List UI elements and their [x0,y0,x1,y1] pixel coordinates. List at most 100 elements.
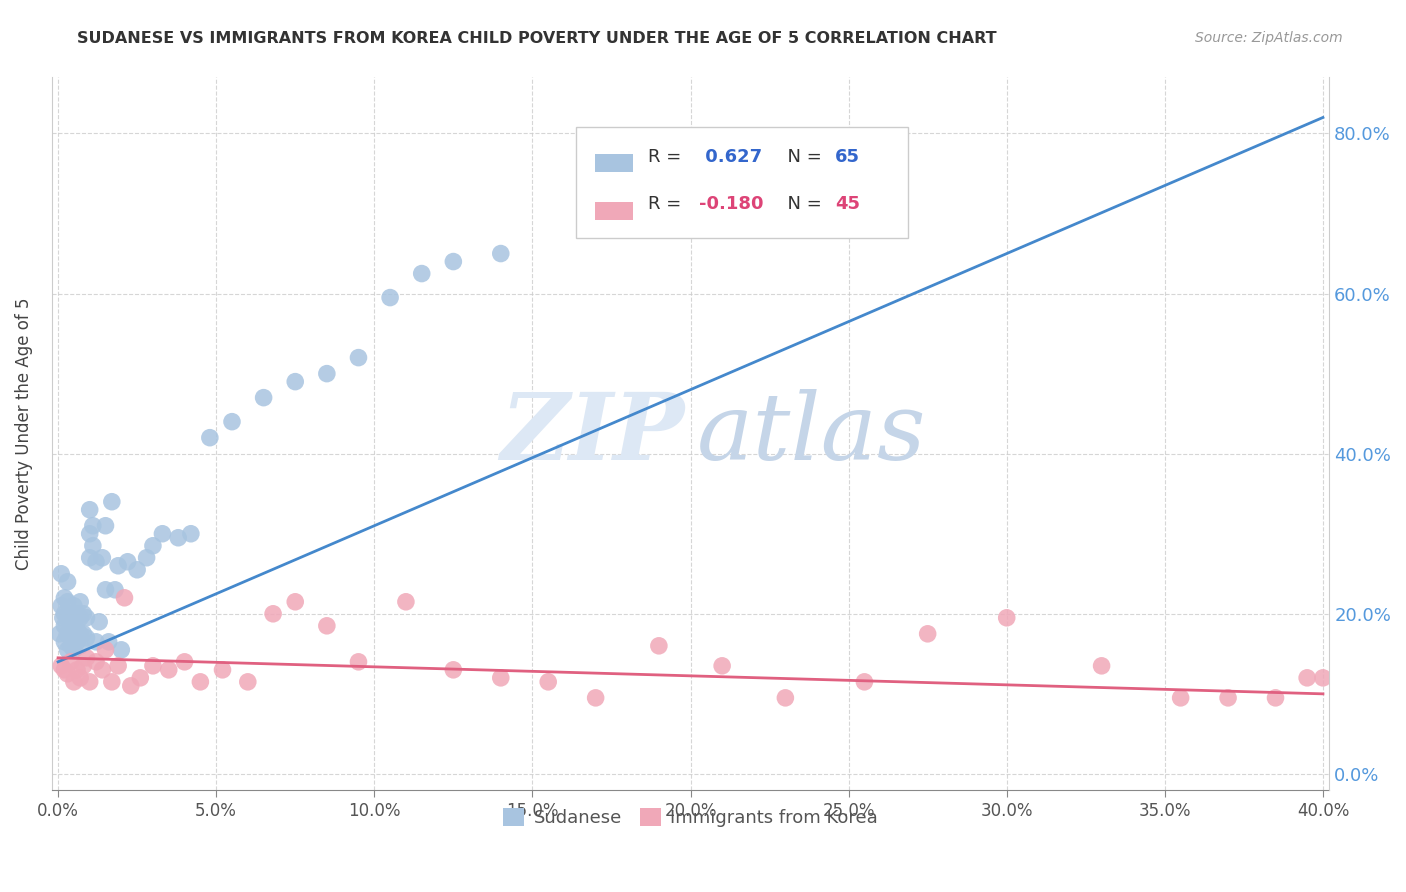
Point [82,539,104,553]
Text: N =: N = [776,148,828,166]
Point [66,663,89,677]
Point [51,566,73,581]
Point [378,291,401,305]
Point [537,674,560,689]
Point [395,595,418,609]
Point [79,550,101,565]
Point [56,595,79,609]
Point [441,663,464,677]
Point [59,639,82,653]
Point [315,367,337,381]
Point [190,674,212,689]
Text: 0.627: 0.627 [699,148,762,166]
Point [79,502,101,516]
Point [711,658,734,673]
Point [89,615,111,629]
Point [63,631,86,645]
Point [63,674,86,689]
Point [120,679,142,693]
Point [51,599,73,613]
Point [648,639,671,653]
Point [221,415,243,429]
Point [315,619,337,633]
Point [69,639,91,653]
Point [127,563,149,577]
Point [1090,658,1112,673]
Point [107,658,129,673]
Point [211,663,233,677]
Point [775,690,797,705]
Point [157,663,180,677]
Point [101,494,124,508]
Point [84,635,107,649]
Point [53,591,76,605]
Text: R =: R = [648,195,688,213]
Point [84,655,107,669]
Point [114,591,136,605]
Point [489,671,512,685]
Point [284,375,307,389]
Point [347,351,370,365]
Text: ZIP: ZIP [501,389,685,479]
Point [53,607,76,621]
Point [110,642,132,657]
Point [69,627,91,641]
Point [198,431,221,445]
Point [917,627,939,641]
Point [72,607,94,621]
Point [180,526,202,541]
Point [135,550,157,565]
Point [252,391,274,405]
Text: -0.180: -0.180 [699,195,763,213]
Point [56,611,79,625]
Point [69,595,91,609]
Point [585,690,607,705]
Point [411,267,433,281]
Point [167,531,190,545]
Point [284,595,307,609]
Point [66,607,89,621]
Point [152,526,174,541]
FancyBboxPatch shape [575,128,908,238]
Point [59,607,82,621]
Point [1312,671,1334,685]
Point [53,663,76,677]
Point [84,555,107,569]
Point [94,518,117,533]
Point [59,655,82,669]
Point [63,599,86,613]
Point [347,655,370,669]
Text: Source: ZipAtlas.com: Source: ZipAtlas.com [1195,31,1343,45]
Text: 45: 45 [835,195,860,213]
Text: N =: N = [776,195,828,213]
Point [69,611,91,625]
Point [66,635,89,649]
FancyBboxPatch shape [595,154,633,172]
Point [142,658,165,673]
Text: 65: 65 [835,148,860,166]
Point [101,674,124,689]
Point [53,635,76,649]
Point [76,631,98,645]
Point [97,635,120,649]
Text: SUDANESE VS IMMIGRANTS FROM KOREA CHILD POVERTY UNDER THE AGE OF 5 CORRELATION C: SUDANESE VS IMMIGRANTS FROM KOREA CHILD … [77,31,997,46]
Point [76,611,98,625]
Point [262,607,284,621]
Point [56,627,79,641]
Point [53,619,76,633]
Point [853,674,876,689]
Point [995,611,1018,625]
Text: atlas: atlas [697,389,927,479]
Point [63,642,86,657]
Point [129,671,152,685]
Point [72,658,94,673]
Point [79,526,101,541]
Point [52,611,75,625]
Point [173,655,195,669]
Point [1296,671,1319,685]
Point [79,674,101,689]
Point [441,254,464,268]
Point [72,627,94,641]
Y-axis label: Child Poverty Under the Age of 5: Child Poverty Under the Age of 5 [15,297,32,570]
Point [76,650,98,665]
